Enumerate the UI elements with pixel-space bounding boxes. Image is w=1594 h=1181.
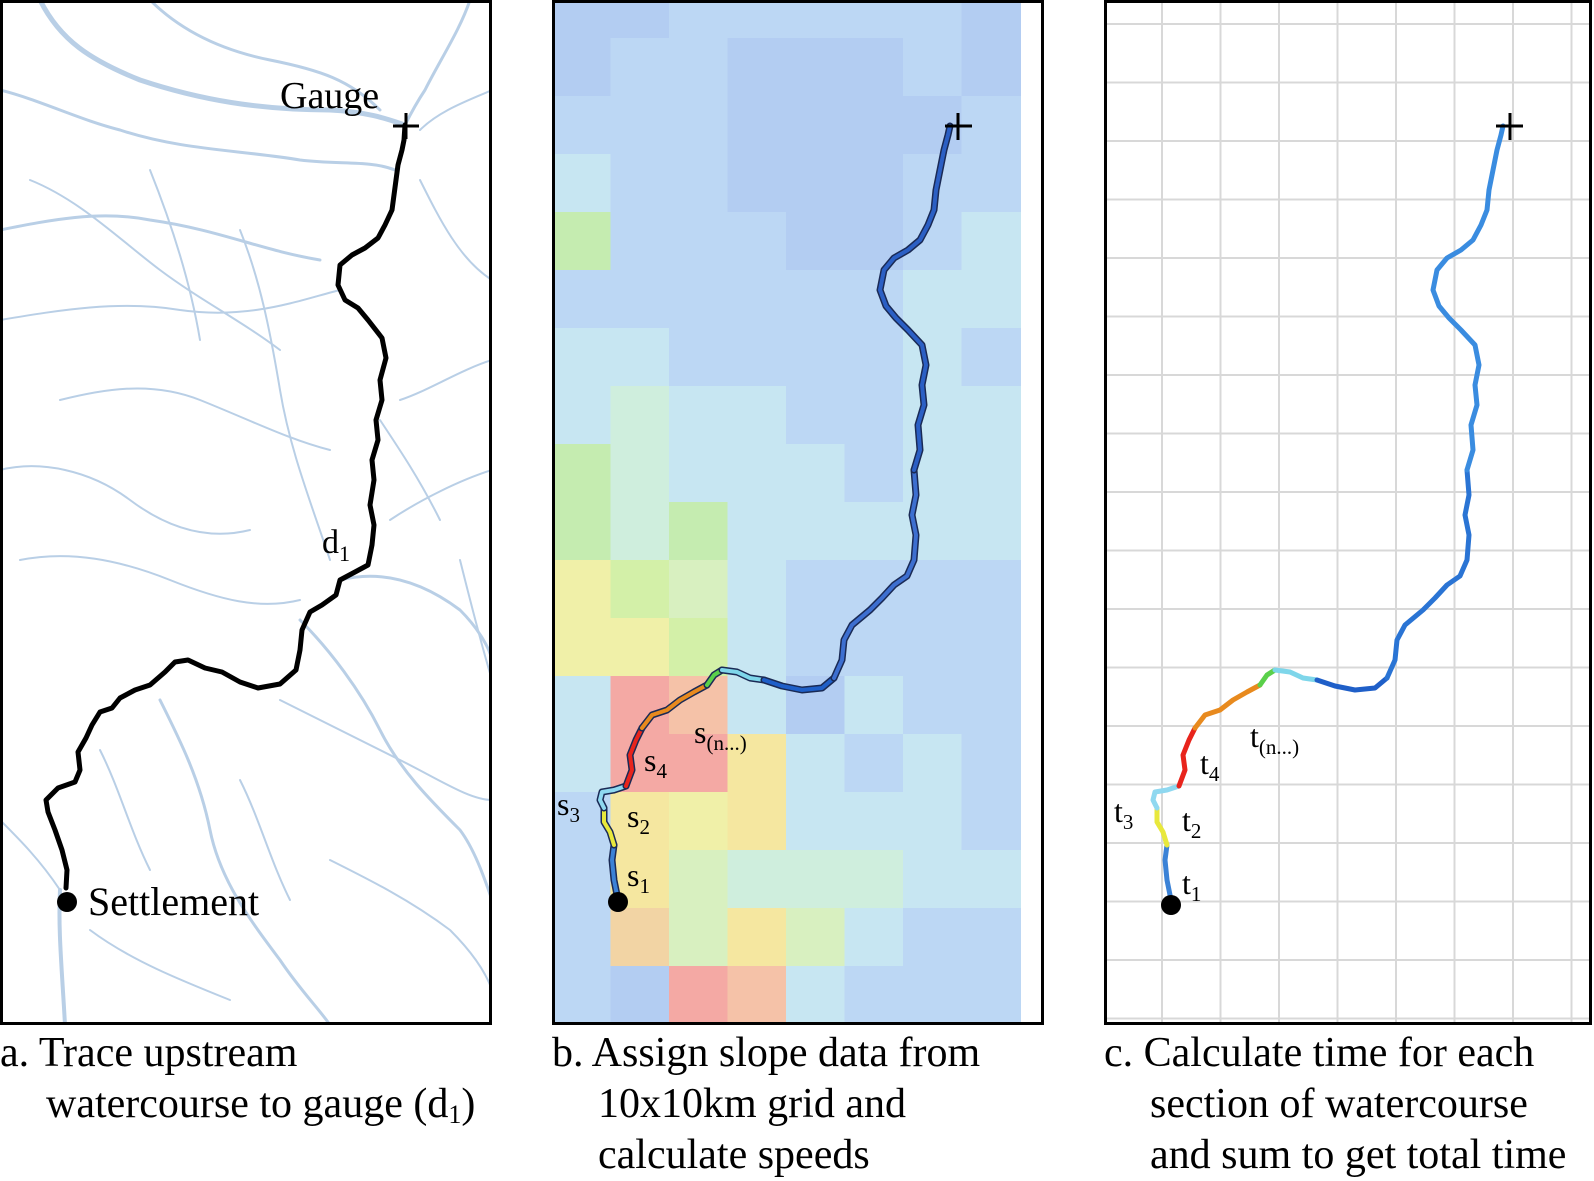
gauge-marker	[1496, 113, 1523, 140]
watercourse-segment	[1257, 667, 1278, 688]
caption-c-line2: section of watercourse	[1150, 1081, 1528, 1127]
segment-label-s2: s2	[627, 798, 650, 839]
watercourse-segment	[602, 806, 616, 847]
caption-b-line2: 10x10km grid and	[598, 1081, 906, 1127]
watercourse-segment	[1150, 783, 1182, 811]
caption-c: c. Calculate time for each section of wa…	[1104, 1028, 1566, 1181]
traced-watercourse	[43, 122, 408, 891]
segment-label-sn: s(n...)	[694, 714, 747, 755]
segment-label-s3: s3	[557, 786, 580, 827]
settlement-marker	[608, 892, 628, 912]
gauge-marker	[945, 113, 972, 140]
segment-label-t3: t3	[1114, 793, 1133, 834]
segment-label-s1: s1	[627, 857, 650, 898]
caption-b: b. Assign slope data from 10x10km grid a…	[552, 1028, 980, 1181]
settlement-marker	[57, 892, 77, 912]
watercourse-segment	[1314, 675, 1390, 693]
watercourse-segment	[624, 726, 644, 788]
caption-b-line1: b. Assign slope data from	[552, 1030, 981, 1076]
watercourse-segment	[1192, 682, 1263, 731]
watercourse-segment	[598, 784, 628, 810]
caption-c-line1: c. Calculate time for each	[1104, 1030, 1535, 1076]
reference-grid	[1104, 0, 1592, 1025]
river-network	[0, 0, 492, 1025]
watercourse-segment	[762, 676, 836, 692]
caption-c-line3: and sum to get total time	[1150, 1132, 1567, 1178]
panel-c: t1 t2 t3 t4 t(n...)	[1104, 0, 1592, 1025]
gauge-marker	[393, 113, 419, 139]
caption-a-line2: watercourse to gauge (d1)	[46, 1081, 476, 1129]
panel-a: Gauge Settlement d1	[0, 0, 492, 1025]
caption-a: a. Trace upstream watercourse to gauge (…	[0, 1028, 475, 1130]
watercourse-segment	[878, 124, 952, 472]
caption-a-line1: a. Trace upstream	[0, 1030, 298, 1076]
settlement-label: Settlement	[88, 879, 259, 924]
slope-colored-watercourse	[596, 122, 954, 904]
watercourse-segment	[1384, 467, 1472, 681]
segment-label-t2: t2	[1182, 802, 1201, 843]
time-colored-watercourse	[1150, 123, 1506, 903]
caption-b-line3: calculate speeds	[598, 1132, 870, 1178]
distance-label: d1	[322, 524, 350, 566]
slope-grid	[552, 0, 1021, 1025]
watercourse-segment	[720, 668, 766, 682]
segment-label-s4: s4	[644, 742, 667, 783]
watercourse-segment	[1176, 725, 1198, 789]
watercourse-segment	[610, 843, 620, 902]
panel-b: s1 s2 s3 s4 s(n...)	[552, 0, 1044, 1025]
watercourse-segment	[1430, 123, 1506, 473]
segment-label-t4: t4	[1200, 745, 1220, 786]
watercourse-segment	[1272, 667, 1320, 683]
watercourse-segment	[1154, 805, 1170, 848]
watercourse-segment	[1162, 842, 1174, 903]
watercourse-segment	[832, 468, 918, 680]
segment-label-tn: t(n...)	[1250, 718, 1299, 759]
watercourse-segment	[640, 683, 709, 730]
gauge-label: Gauge	[280, 75, 379, 117]
settlement-marker	[1161, 895, 1181, 915]
segment-label-t1: t1	[1182, 865, 1201, 906]
